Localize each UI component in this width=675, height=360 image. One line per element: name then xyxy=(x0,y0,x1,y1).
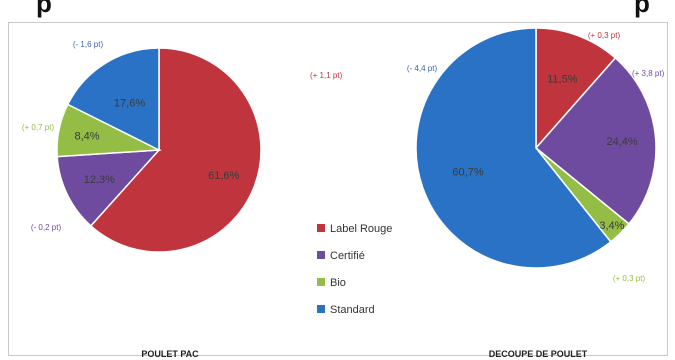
header-fragment-right: p xyxy=(634,0,650,18)
legend-swatch-certifie xyxy=(317,251,325,259)
slice-value-label-standard: 17,6% xyxy=(114,97,145,109)
slice-value-label-label-rouge: 11,5% xyxy=(547,73,578,85)
pie-slice-standard xyxy=(415,27,612,269)
pie-slice-label-rouge xyxy=(89,47,262,253)
change-label-label-rouge: (+ 1,1 pt) xyxy=(310,71,343,80)
slice-value-label-standard: 60,7% xyxy=(452,167,483,179)
pie-slice-certifie xyxy=(534,56,657,225)
change-label-bio: (+ 0,3 pt) xyxy=(613,274,646,283)
pie-poulet-pac: 61,6% (+ 1,1 pt) 12,3% (- 0,2 pt) 8,4% (+ 0,7… xyxy=(22,40,343,253)
chart-title-decoupe-de-poulet: DECOUPE DE POULET xyxy=(489,349,588,359)
change-label-certifie: (- 0,2 pt) xyxy=(31,223,62,232)
pie-slice-label-rouge xyxy=(535,27,617,150)
legend-swatch-label-rouge xyxy=(317,224,325,232)
pie-decoupe-de-poulet: 11,5% (+ 0,3 pt) 24,4% (+ 3,8 pt) 3,4% (+ 0,3… xyxy=(407,27,665,283)
slice-value-label-label-rouge: 61,6% xyxy=(208,170,239,182)
change-label-standard: (- 4,4 pt) xyxy=(407,64,438,73)
change-label-bio: (+ 0,7 pt) xyxy=(22,123,55,132)
pie-slice-certifie xyxy=(56,149,161,227)
legend-label-label-rouge: Label Rouge xyxy=(330,223,392,235)
legend-swatch-bio xyxy=(317,278,325,286)
legend-label-bio: Bio xyxy=(330,277,346,289)
slice-value-label-bio: 8,4% xyxy=(74,130,99,142)
legend: Label Rouge Certifié Bio Standard xyxy=(317,223,392,316)
legend-swatch-standard xyxy=(317,305,325,313)
chart-title-poulet-pac: POULET PAC xyxy=(141,349,199,359)
header-strip: p p xyxy=(0,0,675,24)
slice-value-label-bio: 3,4% xyxy=(599,220,624,232)
slice-value-label-certifie: 12,3% xyxy=(84,174,115,186)
pie-slice-standard xyxy=(66,47,160,152)
legend-label-certifie: Certifié xyxy=(330,250,365,262)
header-fragment-left: p xyxy=(36,0,52,18)
change-label-standard: (- 1,6 pt) xyxy=(73,40,104,49)
change-label-certifie: (+ 3,8 pt) xyxy=(632,69,665,78)
slice-value-label-certifie: 24,4% xyxy=(607,136,638,148)
legend-label-standard: Standard xyxy=(330,304,375,316)
change-label-label-rouge: (+ 0,3 pt) xyxy=(588,31,621,40)
